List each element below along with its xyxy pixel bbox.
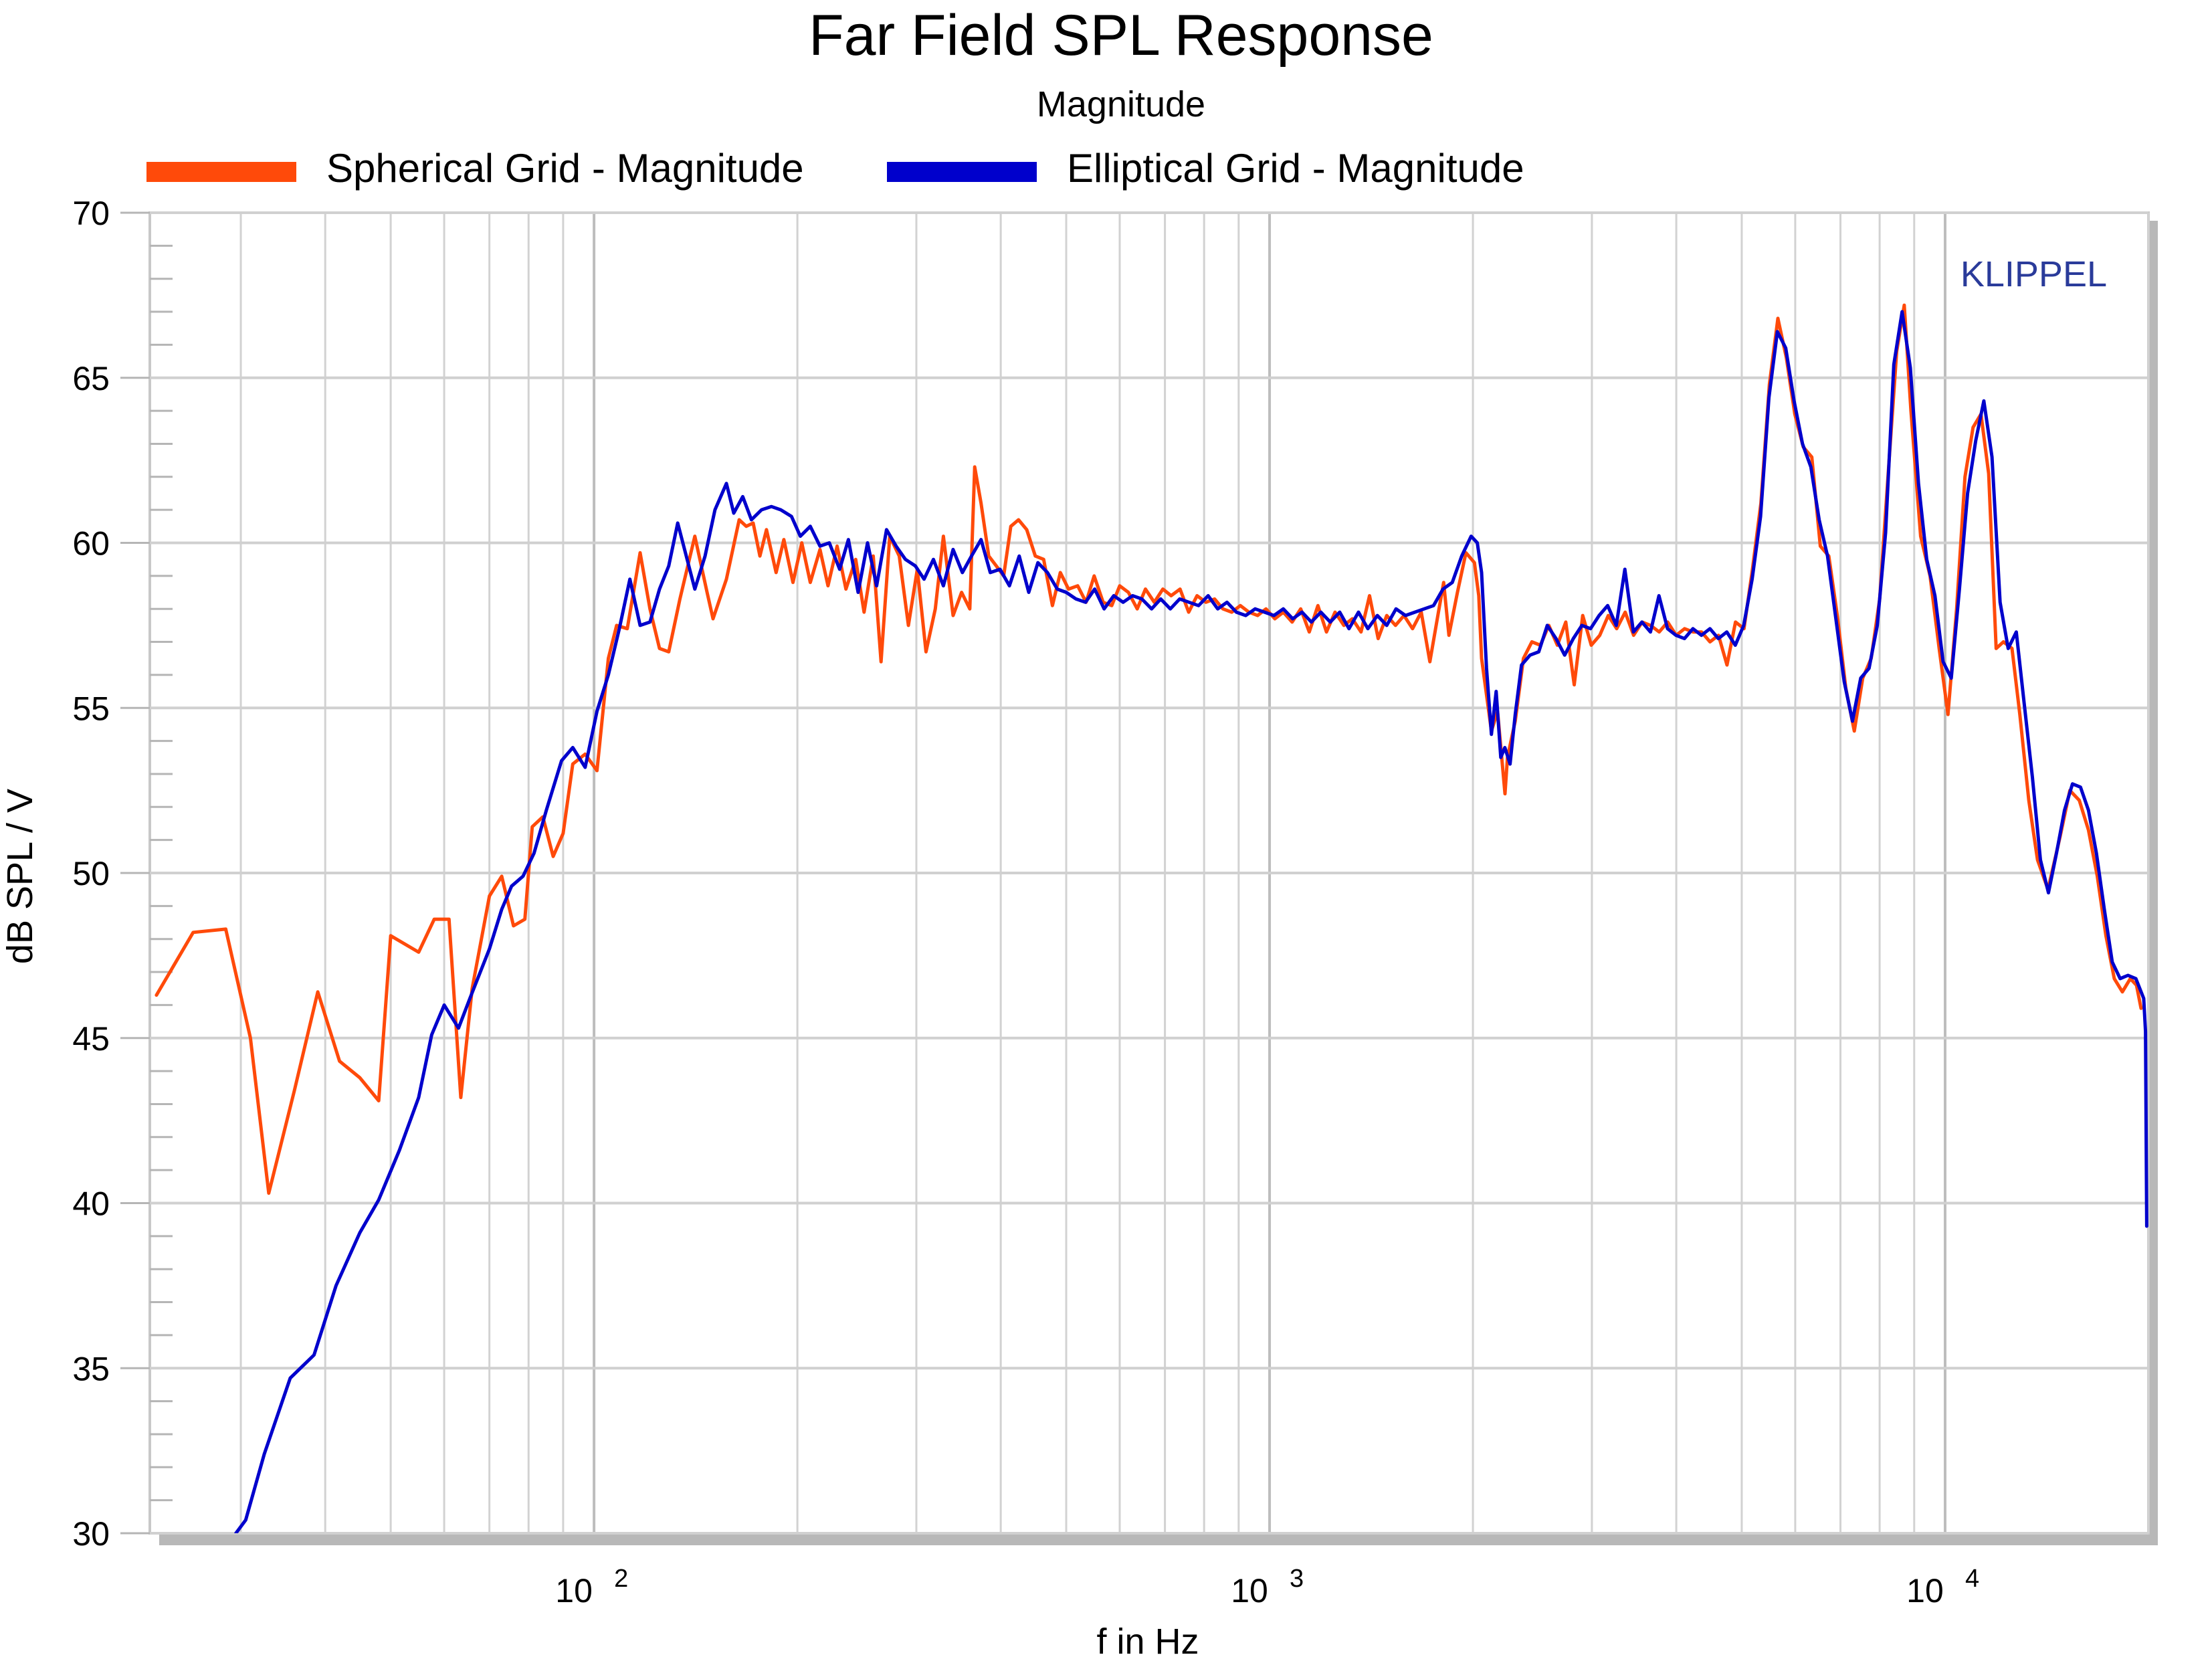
y-axis-label: dB SPL / V [0,789,40,964]
series-line-elliptical [234,310,2148,1533]
y-tick-label: 30 [72,1515,110,1553]
klippel-watermark: KLIPPEL [1960,254,2107,294]
y-tick-label: 55 [72,690,110,727]
y-tick-label: 40 [72,1185,110,1223]
x-tick-exponent: 2 [614,1565,628,1593]
legend-swatch-spherical [146,162,296,182]
legend-label-elliptical: Elliptical Grid - Magnitude [1067,146,1524,191]
chart-subtitle: Magnitude [1037,84,1205,124]
y-tick-label: 65 [72,360,110,397]
y-tick-label: 35 [72,1350,110,1387]
y-tick-label: 60 [72,525,110,563]
y-tick-label: 50 [72,855,110,892]
x-tick-label: 10 [1906,1572,1944,1609]
legend-label-spherical: Spherical Grid - Magnitude [326,146,804,191]
series-lines [155,303,2148,1533]
x-tick-labels: 10 2 10 3 10 4 [555,1565,1979,1609]
x-tick-label: 10 [555,1572,593,1609]
legend-swatch-elliptical [887,162,1037,182]
y-tick-label: 45 [72,1020,110,1058]
y-tick-label: 70 [72,195,110,232]
y-minor-ticks [150,244,173,1502]
x-axis-label: f in Hz [1096,1622,1199,1659]
legend: Spherical Grid - Magnitude Elliptical Gr… [146,146,1524,191]
x-tick-exponent: 4 [1965,1565,1979,1593]
x-tick-label: 10 [1231,1572,1268,1609]
y-tick-labels: 30 35 40 45 50 55 60 65 70 [72,195,150,1553]
chart-title: Far Field SPL Response [809,3,1433,68]
x-tick-exponent: 3 [1290,1565,1304,1593]
grid-lines [150,211,2150,1535]
